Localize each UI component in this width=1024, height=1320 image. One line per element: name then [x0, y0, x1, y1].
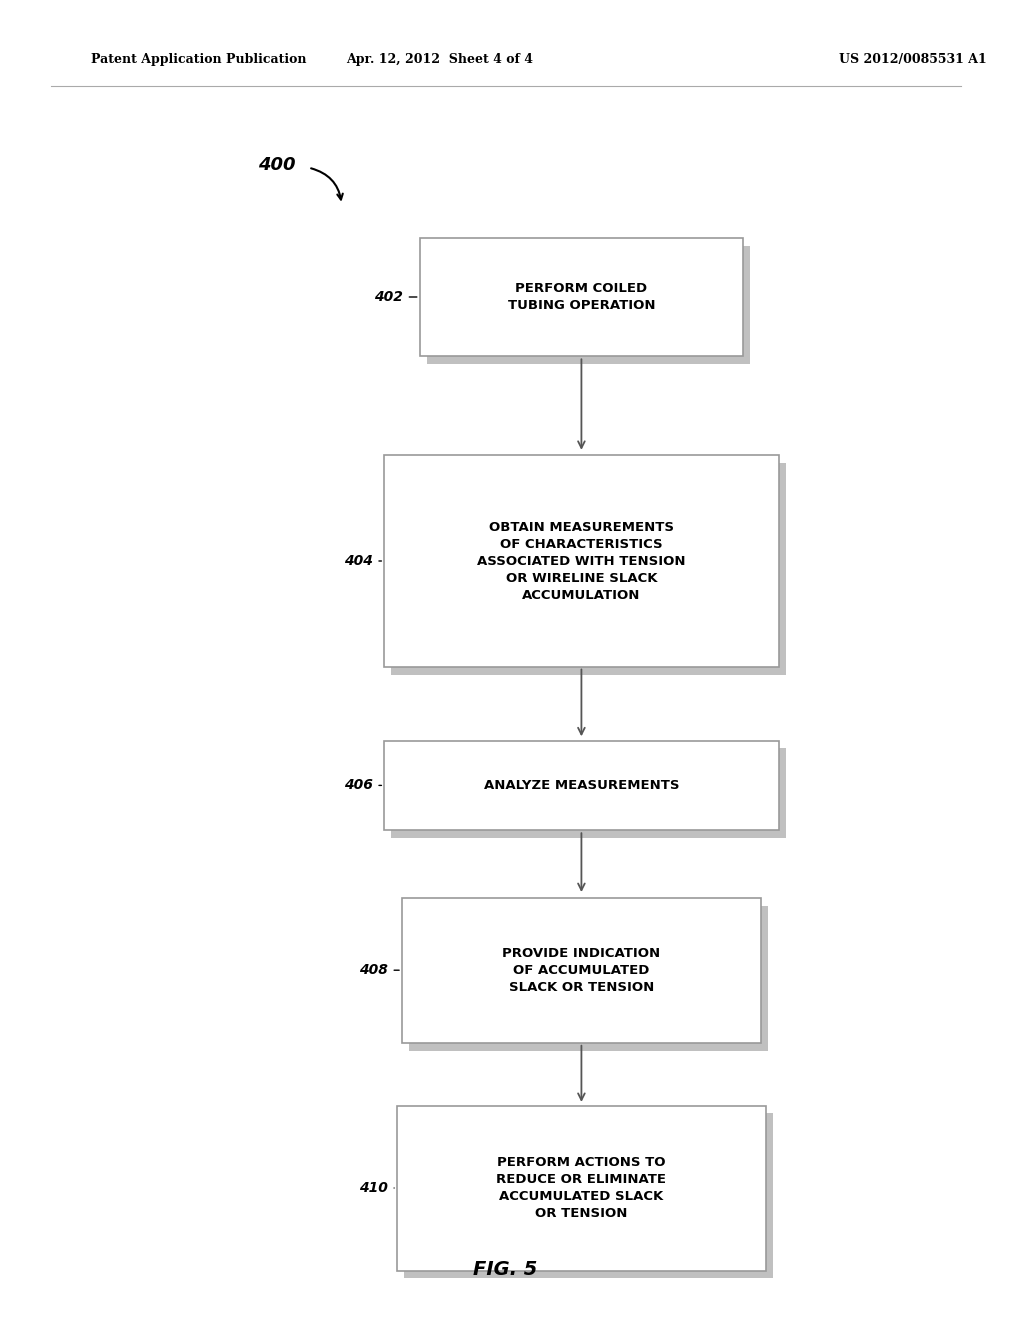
Text: 406: 406 — [344, 779, 373, 792]
Text: 404: 404 — [344, 554, 373, 568]
Text: 408: 408 — [359, 964, 388, 977]
FancyBboxPatch shape — [409, 906, 768, 1051]
FancyBboxPatch shape — [384, 741, 778, 830]
FancyBboxPatch shape — [420, 238, 743, 356]
FancyBboxPatch shape — [391, 748, 785, 838]
FancyBboxPatch shape — [384, 455, 778, 667]
Text: OBTAIN MEASUREMENTS
OF CHARACTERISTICS
ASSOCIATED WITH TENSION
OR WIRELINE SLACK: OBTAIN MEASUREMENTS OF CHARACTERISTICS A… — [477, 520, 686, 602]
Text: ANALYZE MEASUREMENTS: ANALYZE MEASUREMENTS — [483, 779, 679, 792]
FancyBboxPatch shape — [391, 463, 785, 675]
Text: FIG. 5: FIG. 5 — [473, 1261, 538, 1279]
Text: PROVIDE INDICATION
OF ACCUMULATED
SLACK OR TENSION: PROVIDE INDICATION OF ACCUMULATED SLACK … — [503, 946, 660, 994]
Text: 410: 410 — [359, 1181, 388, 1195]
Text: Apr. 12, 2012  Sheet 4 of 4: Apr. 12, 2012 Sheet 4 of 4 — [346, 53, 534, 66]
Text: PERFORM ACTIONS TO
REDUCE OR ELIMINATE
ACCUMULATED SLACK
OR TENSION: PERFORM ACTIONS TO REDUCE OR ELIMINATE A… — [497, 1156, 667, 1220]
FancyBboxPatch shape — [403, 1114, 773, 1278]
FancyBboxPatch shape — [402, 898, 761, 1043]
Text: 400: 400 — [258, 156, 295, 174]
FancyBboxPatch shape — [427, 246, 751, 364]
Text: PERFORM COILED
TUBING OPERATION: PERFORM COILED TUBING OPERATION — [508, 282, 655, 312]
FancyBboxPatch shape — [397, 1106, 766, 1270]
Text: 402: 402 — [374, 290, 403, 304]
Text: US 2012/0085531 A1: US 2012/0085531 A1 — [840, 53, 987, 66]
Text: Patent Application Publication: Patent Application Publication — [91, 53, 306, 66]
